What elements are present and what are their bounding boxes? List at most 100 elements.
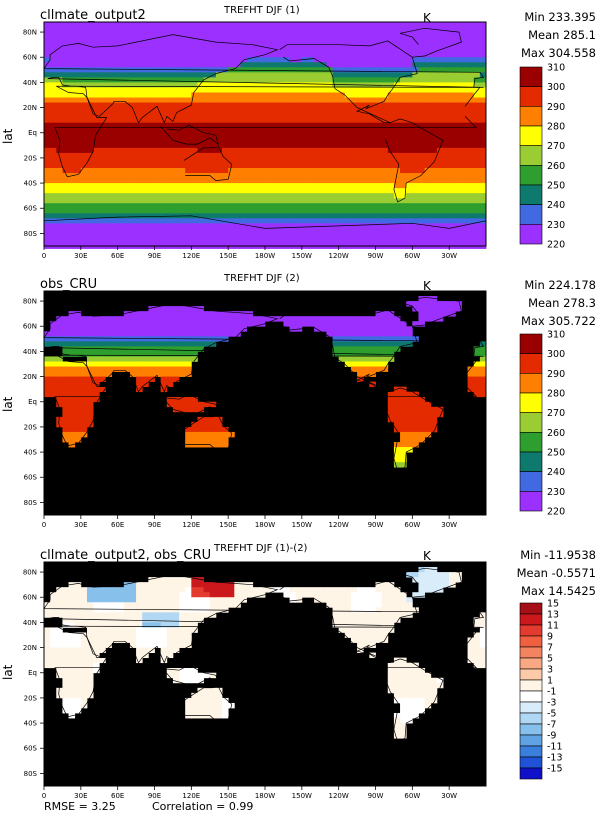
field-cell: [228, 188, 235, 194]
field-cell: [424, 42, 432, 48]
field-cell: [363, 152, 370, 159]
field-cell: [56, 597, 63, 603]
field-cell: [443, 167, 450, 174]
field-cell: [129, 32, 137, 38]
field-cell: [320, 97, 327, 103]
field-cell: [62, 672, 69, 679]
field-cell: [258, 587, 266, 593]
field-cell: [252, 193, 260, 199]
field-cell: [215, 82, 223, 88]
field-cell: [86, 346, 94, 352]
field-cell: [74, 22, 82, 28]
field-cell: [473, 228, 481, 234]
field-cell: [215, 157, 223, 164]
field-cell: [455, 127, 462, 134]
field-cell: [289, 213, 297, 219]
field-cell: [289, 137, 297, 144]
field-cell: [406, 431, 413, 438]
field-cell: [197, 57, 205, 63]
field-cell: [93, 117, 100, 124]
field-cell: [197, 321, 205, 327]
field-cell: [99, 602, 106, 608]
field-cell: [344, 612, 352, 618]
field-cell: [68, 157, 76, 164]
field-cell: [197, 223, 205, 229]
field-cell: [209, 416, 217, 423]
field-cell: [80, 386, 88, 393]
field-cell: [387, 22, 395, 28]
field-cell: [283, 117, 290, 124]
field-cell: [117, 162, 125, 169]
field-cell: [258, 157, 266, 164]
field-cell: [295, 193, 303, 199]
field-cell: [283, 157, 290, 164]
field-cell: [406, 718, 413, 724]
field-cell: [68, 42, 76, 48]
field-cell: [418, 233, 426, 239]
field-cell: [369, 87, 376, 93]
colorbar-label: 310: [547, 330, 565, 341]
field-cell: [387, 213, 395, 219]
field-cell: [179, 92, 186, 98]
field-cell: [123, 57, 131, 63]
field-cell: [265, 57, 272, 63]
field-cell: [332, 167, 340, 174]
field-cell: [68, 87, 76, 93]
field-cell: [307, 127, 315, 134]
field-cell: [240, 137, 247, 144]
field-cell: [68, 672, 76, 679]
field-cell: [228, 62, 235, 68]
field-cell: [136, 607, 143, 613]
field-cell: [142, 233, 149, 239]
field-cell: [381, 311, 389, 317]
field-cell: [74, 687, 82, 694]
field-cell: [265, 107, 272, 114]
field-cell: [86, 72, 94, 78]
field-cell: [166, 672, 174, 679]
field-cell: [228, 92, 235, 98]
field-cell: [105, 326, 112, 332]
field-cell: [473, 52, 481, 58]
field-cell: [436, 92, 444, 98]
field-cell: [105, 602, 112, 608]
field-cell: [363, 67, 370, 73]
field-cell: [381, 587, 389, 593]
field-cell: [86, 657, 94, 664]
field-cell: [56, 336, 63, 342]
field-cell: [123, 122, 131, 129]
field-cell: [314, 228, 321, 234]
field-cell: [387, 582, 395, 588]
field-cell: [381, 233, 389, 239]
field-cell: [326, 52, 333, 58]
field-cell: [357, 47, 364, 53]
field-cell: [166, 183, 174, 189]
field-cell: [172, 82, 180, 88]
field-cell: [449, 572, 456, 578]
field-cell: [129, 612, 137, 618]
field-cell: [166, 62, 174, 68]
field-cell: [240, 32, 247, 38]
field-cell: [185, 77, 192, 83]
field-cell: [289, 107, 297, 114]
field-cell: [479, 117, 487, 124]
field-cell: [80, 426, 88, 433]
field-cell: [136, 82, 143, 88]
field-cell: [271, 67, 278, 73]
field-cell: [74, 178, 82, 184]
field-cell: [295, 82, 303, 88]
field-cell: [197, 401, 205, 408]
field-cell: [185, 707, 192, 714]
field-cell: [154, 208, 162, 214]
field-cell: [240, 233, 247, 239]
field-cell: [191, 316, 198, 322]
field-cell: [467, 92, 475, 98]
field-cell: [117, 87, 125, 93]
field-cell: [44, 188, 51, 194]
field-cell: [68, 311, 76, 317]
field-cell: [350, 77, 358, 83]
field-cell: [307, 178, 315, 184]
field-cell: [418, 132, 426, 139]
field-cell: [123, 602, 131, 608]
field-cell: [271, 37, 278, 43]
field-cell: [461, 62, 468, 68]
